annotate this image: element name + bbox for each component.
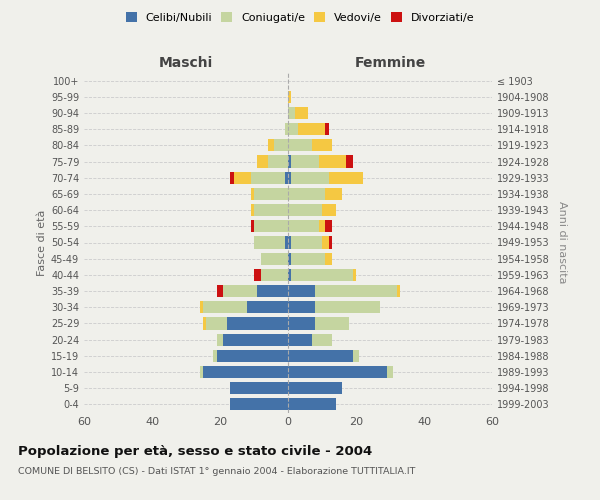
- Bar: [213, 350, 217, 362]
- Bar: [230, 398, 288, 410]
- Bar: [223, 334, 288, 345]
- Bar: [227, 318, 288, 330]
- Bar: [254, 236, 284, 248]
- Text: Maschi: Maschi: [159, 56, 213, 70]
- Bar: [230, 382, 288, 394]
- Bar: [288, 398, 335, 410]
- Bar: [284, 236, 288, 248]
- Bar: [288, 140, 312, 151]
- Y-axis label: Anni di nascita: Anni di nascita: [557, 201, 566, 283]
- Bar: [288, 301, 315, 314]
- Bar: [223, 285, 257, 297]
- Bar: [217, 285, 223, 297]
- Bar: [292, 269, 353, 281]
- Bar: [353, 350, 359, 362]
- Bar: [322, 236, 329, 248]
- Bar: [288, 220, 319, 232]
- Bar: [353, 269, 356, 281]
- Bar: [288, 350, 353, 362]
- Bar: [386, 366, 394, 378]
- Bar: [292, 172, 329, 184]
- Bar: [325, 220, 332, 232]
- Bar: [203, 318, 206, 330]
- Bar: [298, 123, 325, 135]
- Text: Femmine: Femmine: [355, 56, 425, 70]
- Bar: [288, 318, 315, 330]
- Bar: [288, 236, 292, 248]
- Bar: [254, 269, 261, 281]
- Bar: [288, 366, 386, 378]
- Bar: [247, 301, 288, 314]
- Bar: [254, 220, 288, 232]
- Bar: [288, 334, 312, 345]
- Bar: [325, 252, 332, 265]
- Bar: [217, 334, 223, 345]
- Bar: [254, 188, 288, 200]
- Bar: [319, 156, 346, 168]
- Bar: [268, 156, 288, 168]
- Bar: [200, 301, 203, 314]
- Bar: [397, 285, 400, 297]
- Bar: [315, 285, 397, 297]
- Text: Popolazione per età, sesso e stato civile - 2004: Popolazione per età, sesso e stato civil…: [18, 445, 372, 458]
- Bar: [251, 204, 254, 216]
- Bar: [288, 269, 292, 281]
- Bar: [284, 172, 288, 184]
- Bar: [268, 140, 274, 151]
- Bar: [288, 156, 292, 168]
- Bar: [329, 172, 363, 184]
- Bar: [261, 269, 288, 281]
- Bar: [325, 123, 329, 135]
- Bar: [203, 366, 288, 378]
- Bar: [230, 172, 233, 184]
- Bar: [233, 172, 251, 184]
- Bar: [322, 204, 335, 216]
- Bar: [203, 301, 247, 314]
- Bar: [288, 382, 343, 394]
- Bar: [217, 350, 288, 362]
- Bar: [288, 123, 298, 135]
- Bar: [288, 172, 292, 184]
- Bar: [274, 140, 288, 151]
- Bar: [288, 107, 295, 119]
- Bar: [312, 334, 332, 345]
- Bar: [295, 107, 308, 119]
- Bar: [257, 156, 268, 168]
- Bar: [251, 172, 284, 184]
- Bar: [329, 236, 332, 248]
- Bar: [292, 156, 319, 168]
- Bar: [346, 156, 353, 168]
- Bar: [261, 252, 288, 265]
- Bar: [254, 204, 288, 216]
- Bar: [288, 188, 325, 200]
- Bar: [315, 318, 349, 330]
- Bar: [251, 220, 254, 232]
- Y-axis label: Fasce di età: Fasce di età: [37, 210, 47, 276]
- Legend: Celibi/Nubili, Coniugati/e, Vedovi/e, Divorziati/e: Celibi/Nubili, Coniugati/e, Vedovi/e, Di…: [121, 8, 479, 28]
- Bar: [292, 252, 325, 265]
- Bar: [292, 236, 322, 248]
- Bar: [288, 90, 292, 103]
- Bar: [200, 366, 203, 378]
- Bar: [312, 140, 332, 151]
- Text: COMUNE DI BELSITO (CS) - Dati ISTAT 1° gennaio 2004 - Elaborazione TUTTITALIA.IT: COMUNE DI BELSITO (CS) - Dati ISTAT 1° g…: [18, 468, 415, 476]
- Bar: [206, 318, 227, 330]
- Bar: [315, 301, 380, 314]
- Bar: [325, 188, 343, 200]
- Bar: [288, 204, 322, 216]
- Bar: [284, 123, 288, 135]
- Bar: [319, 220, 325, 232]
- Bar: [251, 188, 254, 200]
- Bar: [288, 285, 315, 297]
- Bar: [257, 285, 288, 297]
- Bar: [288, 252, 292, 265]
